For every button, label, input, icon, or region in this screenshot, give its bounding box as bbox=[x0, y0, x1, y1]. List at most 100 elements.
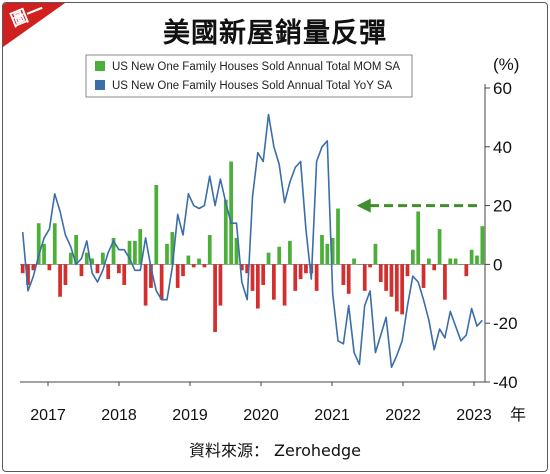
y-tick-label: 20 bbox=[493, 197, 512, 216]
mom-bar bbox=[421, 264, 426, 288]
mom-bar bbox=[186, 255, 191, 265]
legend-label-mom: US New One Family Houses Sold Annual Tot… bbox=[112, 61, 400, 73]
mom-bar bbox=[154, 185, 159, 265]
x-tick-label: 2018 bbox=[101, 407, 137, 424]
mom-bar bbox=[261, 264, 266, 285]
mom-bar bbox=[170, 232, 175, 265]
y-tick-label: 60 bbox=[493, 79, 512, 98]
mom-bar bbox=[207, 235, 212, 265]
x-tick-label: 2020 bbox=[243, 407, 279, 424]
mom-bar bbox=[239, 264, 244, 271]
source-caption: 資料來源： Zerohedge bbox=[188, 441, 362, 460]
mom-bar bbox=[432, 264, 437, 271]
mom-bar bbox=[293, 264, 298, 291]
mom-bar bbox=[272, 264, 276, 300]
mom-bar bbox=[277, 246, 282, 265]
mom-bar bbox=[459, 264, 463, 265]
x-tick-label: 2022 bbox=[385, 407, 421, 424]
figure-badge bbox=[3, 3, 65, 47]
x-tick-label: 2021 bbox=[314, 407, 350, 424]
mom-bar bbox=[437, 229, 442, 265]
mom-bar bbox=[282, 264, 287, 306]
mom-bar bbox=[245, 264, 250, 274]
mom-bar bbox=[416, 211, 421, 265]
mom-bar bbox=[52, 223, 57, 265]
mom-bar bbox=[464, 264, 469, 277]
mom-bar bbox=[197, 258, 201, 265]
mom-bar bbox=[100, 252, 105, 265]
trend-arrow-head bbox=[356, 198, 371, 213]
mom-bar bbox=[106, 264, 111, 280]
mom-bar bbox=[111, 237, 116, 265]
mom-bar bbox=[223, 199, 228, 265]
mom-bar bbox=[68, 252, 73, 265]
mom-bar bbox=[410, 249, 415, 265]
mom-bar bbox=[95, 264, 100, 274]
mom-bar bbox=[117, 264, 121, 274]
mom-bar bbox=[229, 161, 233, 265]
mom-bar bbox=[191, 264, 196, 268]
y-tick-label: -40 bbox=[493, 373, 518, 392]
x-tick-label: 2023 bbox=[456, 407, 492, 424]
mom-bar bbox=[394, 264, 399, 312]
mom-bar bbox=[298, 264, 303, 280]
plot-area: 60 40 20 0 -20 -40 2017 2018 2019 2020 2021 2022 202… bbox=[20, 79, 518, 424]
yoy-line bbox=[21, 113, 483, 369]
mom-bar bbox=[42, 243, 46, 265]
mom-bar bbox=[36, 223, 41, 265]
legend-swatch-mom bbox=[95, 61, 105, 71]
y-tick-label: 0 bbox=[493, 255, 502, 274]
mom-bar bbox=[26, 264, 30, 285]
mom-bar bbox=[90, 258, 95, 265]
mom-bar bbox=[357, 264, 362, 265]
y-axis-unit: (%) bbox=[493, 55, 519, 74]
mom-bar bbox=[175, 264, 180, 288]
mom-bar bbox=[341, 264, 346, 285]
mom-bar bbox=[234, 237, 239, 265]
x-tick-label: 2017 bbox=[30, 407, 66, 424]
mom-bar bbox=[448, 258, 453, 265]
mom-bar bbox=[346, 264, 351, 294]
mom-bar bbox=[378, 264, 383, 283]
chart-legend: US New One Family Houses Sold Annual Tot… bbox=[85, 54, 413, 98]
mom-bar bbox=[469, 249, 474, 265]
mom-bar bbox=[352, 258, 356, 265]
mom-bar bbox=[181, 264, 185, 277]
y-tick-label: 40 bbox=[493, 138, 512, 157]
legend-swatch-yoy bbox=[95, 80, 105, 90]
mom-bar bbox=[58, 264, 62, 297]
mom-bar bbox=[74, 235, 78, 265]
legend-box bbox=[85, 54, 413, 98]
legend-label-yoy: US New One Family Houses Sold Annual Tot… bbox=[112, 80, 393, 92]
mom-bar bbox=[47, 264, 52, 271]
mom-bar bbox=[336, 208, 340, 265]
mom-bar bbox=[127, 240, 132, 265]
mom-bar bbox=[133, 240, 137, 265]
mom-bar bbox=[288, 240, 292, 265]
mom-bar bbox=[427, 258, 431, 265]
mom-bar bbox=[405, 264, 410, 277]
mom-bar bbox=[384, 264, 388, 291]
mom-bar bbox=[84, 252, 89, 265]
mom-bar bbox=[368, 264, 372, 268]
mom-bar bbox=[255, 264, 260, 309]
mom-bar bbox=[122, 264, 127, 285]
mom-bar bbox=[165, 243, 169, 265]
mom-bar bbox=[250, 264, 255, 291]
mom-bar bbox=[400, 264, 405, 315]
mom-bar bbox=[480, 226, 485, 265]
x-tick-label: 2019 bbox=[172, 407, 208, 424]
mom-bar bbox=[320, 235, 324, 265]
mom-bar bbox=[389, 264, 394, 297]
mom-bar bbox=[138, 229, 143, 265]
mom-bar bbox=[218, 264, 223, 306]
mom-bar bbox=[373, 243, 378, 265]
mom-bar bbox=[149, 264, 153, 288]
mom-bar bbox=[330, 237, 335, 265]
mom-bar bbox=[213, 264, 217, 333]
mom-bar bbox=[202, 264, 207, 268]
mom-bar bbox=[63, 264, 68, 285]
mom-bar bbox=[31, 264, 36, 271]
mom-bar bbox=[475, 255, 479, 265]
